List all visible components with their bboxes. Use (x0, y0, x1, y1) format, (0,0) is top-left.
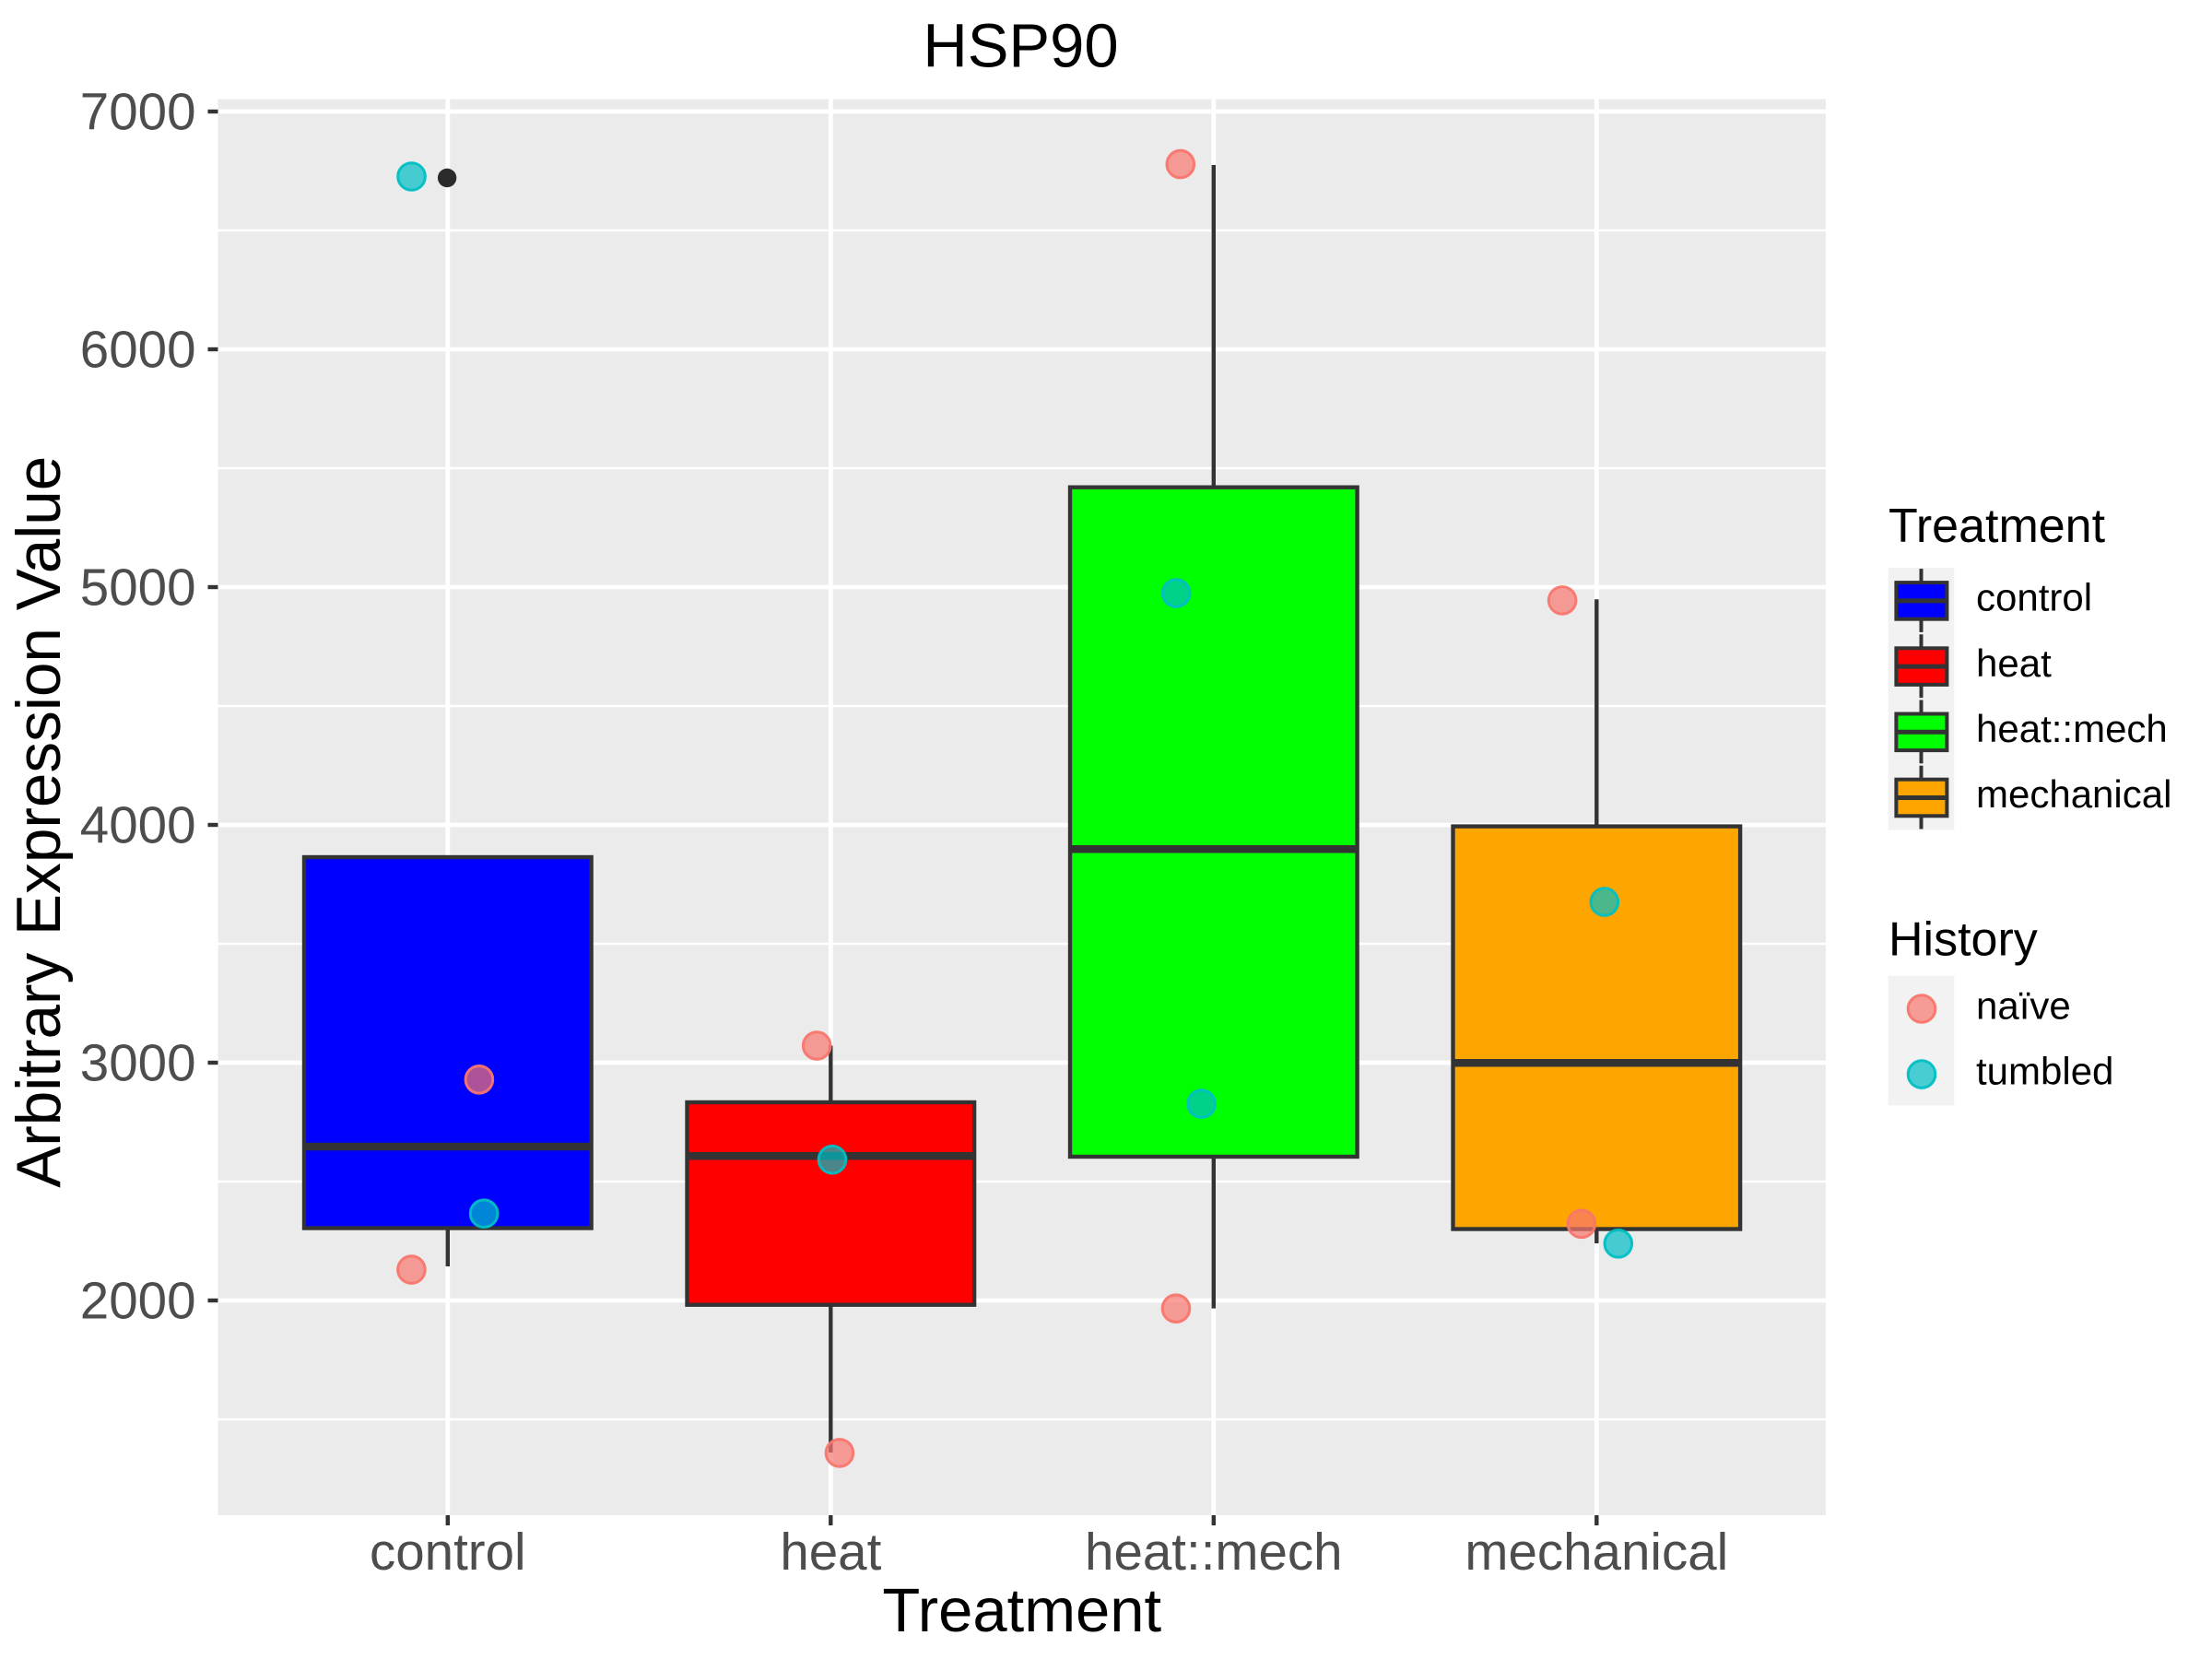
svg-text:3000: 3000 (80, 1033, 196, 1091)
svg-text:7000: 7000 (80, 82, 196, 140)
svg-text:Treatment: Treatment (882, 1576, 1161, 1645)
svg-text:5000: 5000 (80, 558, 196, 616)
svg-text:Arbitrary Expression Value: Arbitrary Expression Value (5, 456, 74, 1188)
svg-text:control: control (1976, 576, 2092, 619)
svg-text:heat: heat (1976, 641, 2052, 685)
svg-text:Treatment: Treatment (1888, 500, 2106, 553)
svg-text:2000: 2000 (80, 1271, 196, 1329)
svg-text:History: History (1888, 913, 2038, 967)
svg-text:heat::mech: heat::mech (1976, 707, 2168, 750)
svg-text:heat::mech: heat::mech (1085, 1523, 1343, 1581)
svg-text:naïve: naïve (1976, 984, 2071, 1028)
svg-text:mechanical: mechanical (1465, 1523, 1728, 1581)
svg-text:tumbled: tumbled (1976, 1050, 2113, 1093)
svg-text:heat: heat (780, 1523, 881, 1581)
svg-text:control: control (370, 1523, 526, 1581)
svg-text:HSP90: HSP90 (923, 11, 1118, 80)
svg-text:mechanical: mechanical (1976, 772, 2171, 816)
svg-text:4000: 4000 (80, 795, 196, 853)
svg-text:6000: 6000 (80, 320, 196, 378)
